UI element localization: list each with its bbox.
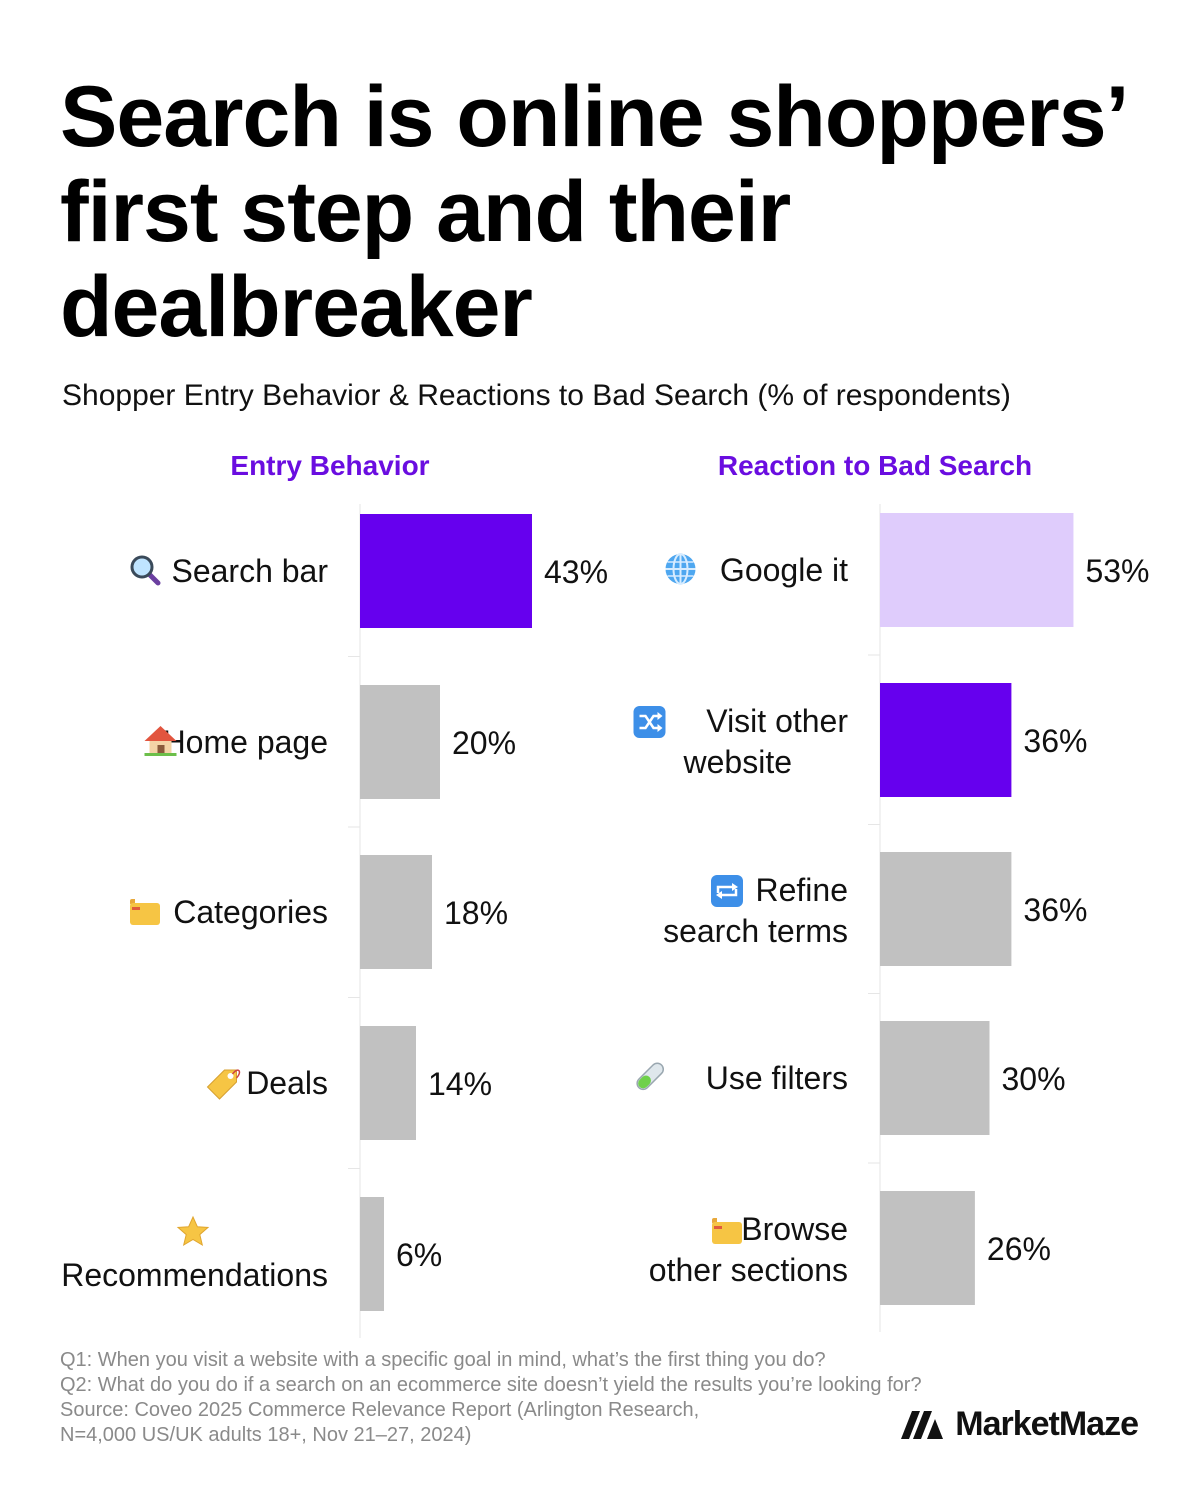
footer-notes: Q1: When you visit a website with a spec…	[60, 1348, 1080, 1448]
brand-name: MarketMaze	[955, 1404, 1139, 1443]
data-label: 53%	[1085, 553, 1149, 589]
bar	[880, 683, 1012, 797]
data-label: 30%	[1002, 1061, 1066, 1097]
bar	[360, 685, 440, 799]
star-icon	[176, 1215, 210, 1247]
bar	[880, 852, 1012, 966]
data-label: 20%	[452, 725, 516, 761]
category-label: Home page	[163, 724, 328, 760]
data-label: 18%	[444, 895, 508, 931]
folder-icon	[130, 899, 160, 925]
footer-source-line-2: N=4,000 US/UK adults 18+, Nov 21–27, 202…	[60, 1424, 472, 1446]
data-label: 14%	[428, 1066, 492, 1102]
panel-title-reaction: Reaction to Bad Search	[717, 450, 1033, 481]
category-label: Recommendations	[61, 1257, 328, 1293]
panel-title-entry-behavior: Entry Behavior	[230, 450, 430, 481]
category-label: other sections	[649, 1252, 848, 1288]
category-label: Browse	[741, 1211, 848, 1247]
magnifying-glass-icon	[130, 555, 161, 586]
bar	[880, 513, 1074, 627]
repeat-icon	[711, 875, 743, 907]
category-label: Deals	[246, 1065, 328, 1101]
data-label: 26%	[987, 1231, 1051, 1267]
bar	[880, 1021, 990, 1135]
data-label: 43%	[544, 554, 608, 590]
category-label: Categories	[173, 894, 328, 930]
data-label: 36%	[1023, 892, 1087, 928]
data-label: 6%	[396, 1237, 442, 1273]
data-label: 36%	[1023, 723, 1087, 759]
house-icon	[144, 726, 177, 756]
page-subtitle: Shopper Entry Behavior & Reactions to Ba…	[62, 379, 1011, 412]
brand-logo: MarketMaze	[901, 1402, 1139, 1446]
bar	[880, 1191, 975, 1305]
bar	[360, 855, 432, 969]
category-label: Refine	[756, 872, 849, 908]
footer-source-line-1: Source: Coveo 2025 Commerce Relevance Re…	[60, 1399, 700, 1421]
globe-icon	[665, 553, 696, 585]
marketmaze-logo-icon	[901, 1411, 944, 1439]
folder-icon	[712, 1218, 742, 1244]
footer-q1: Q1: When you visit a website with a spec…	[60, 1349, 826, 1371]
bar	[360, 1197, 384, 1311]
shuffle-icon	[633, 706, 666, 738]
bar	[360, 514, 532, 628]
test-tube-icon	[636, 1062, 665, 1091]
page-title: Search is online shoppers’ first step an…	[60, 69, 1125, 355]
category-label: Search bar	[171, 553, 328, 589]
category-label: website	[683, 744, 793, 780]
price-tag-icon	[206, 1069, 241, 1100]
category-label: search terms	[663, 913, 848, 949]
category-label: Visit other	[706, 703, 848, 739]
footer-q2: Q2: What do you do if a search on an eco…	[60, 1374, 922, 1396]
bar	[360, 1026, 416, 1140]
category-label: Google it	[720, 552, 848, 588]
category-label: Use filters	[706, 1060, 848, 1096]
